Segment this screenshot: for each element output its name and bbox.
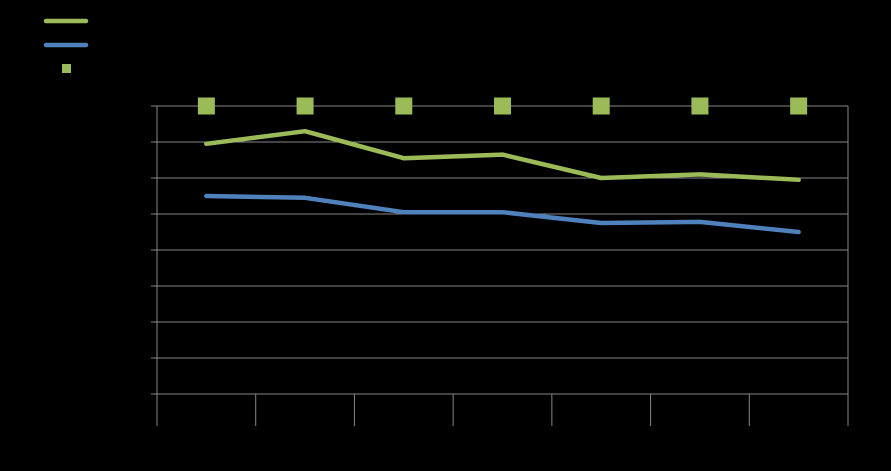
series-marker-markers xyxy=(592,97,610,115)
legend-swatch-markers xyxy=(62,64,71,73)
gridlines xyxy=(151,105,848,395)
series-layer xyxy=(197,97,808,235)
axes xyxy=(156,106,849,426)
series-marker-markers xyxy=(296,97,314,115)
series-marker-markers xyxy=(691,97,709,115)
series-line-blue xyxy=(204,193,801,235)
legend xyxy=(43,18,89,73)
series-marker-markers xyxy=(494,97,511,115)
series-line-green xyxy=(204,128,801,183)
series-marker-markers xyxy=(395,97,413,115)
series-marker-markers xyxy=(197,97,215,115)
series-marker-markers xyxy=(790,97,808,115)
